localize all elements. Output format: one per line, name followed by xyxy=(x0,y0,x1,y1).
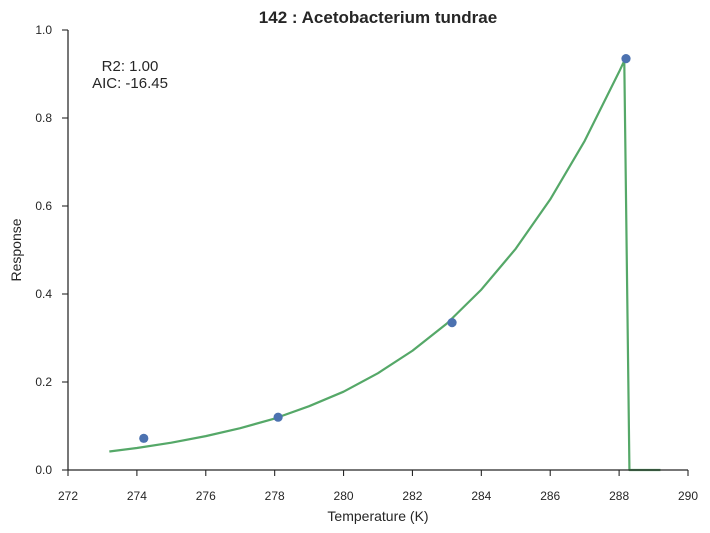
x-tick-label: 284 xyxy=(471,489,491,503)
y-tick-label: 1.0 xyxy=(35,23,52,37)
y-tick-label: 0.0 xyxy=(35,463,52,477)
data-point xyxy=(139,433,149,443)
x-tick-label: 286 xyxy=(540,489,560,503)
x-tick-label: 280 xyxy=(334,489,354,503)
x-axis-label: Temperature (K) xyxy=(327,508,428,524)
y-tick-label: 0.8 xyxy=(35,111,52,125)
chart-title: 142 : Acetobacterium tundrae xyxy=(259,8,497,27)
x-tick-label: 288 xyxy=(609,489,629,503)
y-tick-label: 0.4 xyxy=(35,287,52,301)
aic-annotation: AIC: -16.45 xyxy=(92,75,168,92)
data-point xyxy=(621,54,631,64)
y-axis-ticks: 0.0 0.2 0.4 0.6 0.8 1.0 xyxy=(35,23,68,477)
y-axis-label: Response xyxy=(8,218,24,281)
data-point xyxy=(273,412,283,422)
y-tick-label: 0.2 xyxy=(35,375,52,389)
x-tick-label: 276 xyxy=(196,489,216,503)
plot-area xyxy=(109,54,661,472)
r2-annotation: R2: 1.00 xyxy=(102,58,159,75)
fit-curve xyxy=(109,59,661,472)
x-tick-label: 278 xyxy=(265,489,285,503)
x-tick-label: 290 xyxy=(678,489,698,503)
x-tick-label: 274 xyxy=(127,489,147,503)
y-tick-label: 0.6 xyxy=(35,199,52,213)
x-axis-ticks: 272 274 276 278 280 282 284 286 288 290 xyxy=(58,470,698,503)
data-point xyxy=(447,318,457,328)
x-tick-label: 282 xyxy=(402,489,422,503)
x-tick-label: 272 xyxy=(58,489,78,503)
